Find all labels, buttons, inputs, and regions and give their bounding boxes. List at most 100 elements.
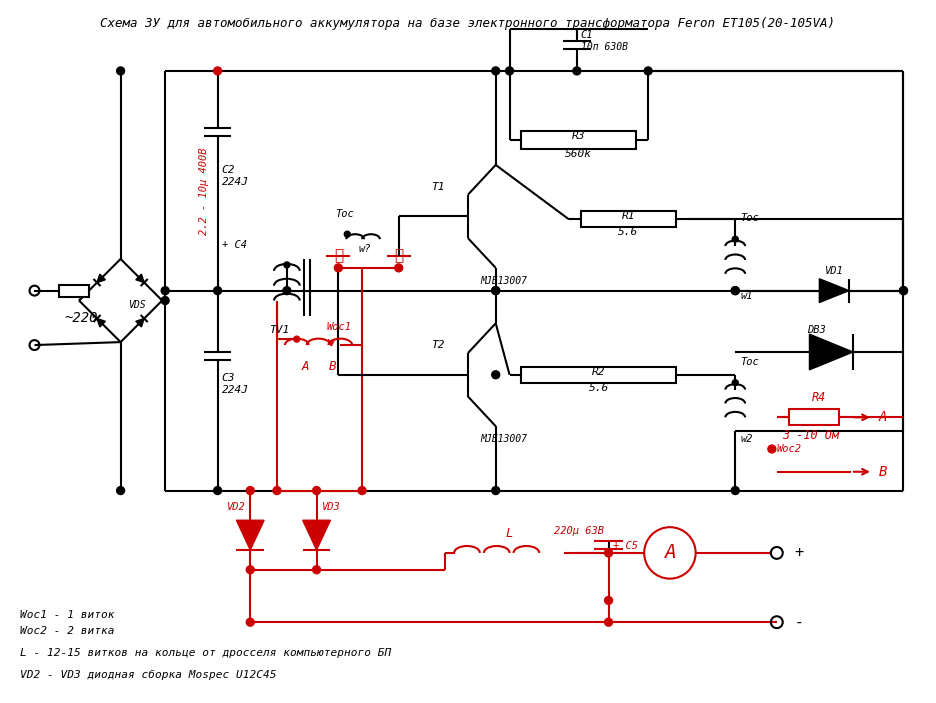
Text: Схема ЗУ для автомобильного аккумулятора на базе электронного трансформатора Fer: Схема ЗУ для автомобильного аккумулятора…: [100, 17, 836, 30]
Text: Woc1 - 1 виток: Woc1 - 1 виток: [20, 610, 114, 620]
Circle shape: [731, 287, 739, 295]
Circle shape: [213, 287, 222, 295]
Text: R2: R2: [592, 367, 606, 377]
Circle shape: [246, 486, 255, 494]
Text: VD1: VD1: [825, 266, 843, 276]
Bar: [59, 285, 89, 297]
Circle shape: [313, 486, 320, 494]
Circle shape: [732, 380, 739, 386]
Text: B: B: [329, 361, 336, 373]
Text: + C5: + C5: [613, 541, 638, 551]
Circle shape: [491, 67, 500, 75]
Text: 560k: 560k: [565, 149, 592, 159]
Circle shape: [732, 236, 739, 242]
Polygon shape: [136, 274, 144, 283]
Circle shape: [899, 287, 907, 295]
Circle shape: [246, 618, 255, 626]
Polygon shape: [97, 274, 106, 283]
Circle shape: [358, 486, 366, 494]
Text: 2.2 - 10µ 400В: 2.2 - 10µ 400В: [198, 148, 209, 236]
Circle shape: [395, 264, 402, 272]
Circle shape: [899, 287, 907, 295]
Circle shape: [161, 287, 169, 295]
Circle shape: [117, 486, 124, 494]
Circle shape: [491, 287, 500, 295]
Circle shape: [505, 67, 514, 75]
Text: R3: R3: [572, 131, 586, 141]
Text: A: A: [301, 361, 309, 373]
Circle shape: [731, 287, 739, 295]
Text: R4: R4: [812, 391, 826, 404]
Bar: [789, 409, 840, 425]
Circle shape: [344, 231, 350, 237]
Text: C3: C3: [222, 373, 235, 382]
Text: Toc: Toc: [335, 209, 354, 219]
Circle shape: [768, 445, 776, 453]
Text: A: A: [879, 411, 887, 425]
Text: ✕: ✕: [394, 248, 403, 264]
Circle shape: [117, 67, 124, 75]
Text: C1: C1: [581, 30, 593, 40]
Circle shape: [283, 287, 291, 295]
Text: 224J: 224J: [222, 176, 249, 187]
Text: Toc: Toc: [740, 357, 759, 367]
Circle shape: [213, 486, 222, 494]
Text: T2: T2: [431, 340, 445, 350]
Text: R1: R1: [622, 212, 636, 221]
Circle shape: [605, 618, 612, 626]
Polygon shape: [237, 520, 264, 550]
Polygon shape: [136, 318, 144, 327]
Bar: [521, 367, 676, 382]
Text: A: A: [664, 543, 676, 562]
Circle shape: [294, 336, 300, 342]
Text: 224J: 224J: [222, 385, 249, 394]
Text: +: +: [795, 546, 804, 560]
Text: Woc2: Woc2: [777, 444, 802, 454]
Bar: [521, 131, 636, 149]
Text: 3 -10 Ом: 3 -10 Ом: [782, 429, 839, 441]
Text: TV1: TV1: [269, 325, 289, 335]
Text: w2: w2: [740, 434, 753, 444]
Text: -: -: [795, 614, 804, 630]
Text: VDS: VDS: [128, 300, 146, 311]
Text: Woc1: Woc1: [327, 322, 351, 333]
Text: ~220: ~220: [65, 311, 97, 325]
Text: VD3: VD3: [322, 503, 341, 512]
Bar: [581, 212, 676, 227]
Text: ✕: ✕: [334, 248, 343, 264]
Circle shape: [731, 486, 739, 494]
Text: w?: w?: [358, 244, 371, 254]
Circle shape: [273, 486, 281, 494]
Text: C2: C2: [222, 165, 235, 175]
Circle shape: [284, 262, 290, 268]
Text: VD2: VD2: [227, 503, 245, 512]
Circle shape: [491, 486, 500, 494]
Polygon shape: [810, 334, 853, 370]
Circle shape: [491, 370, 500, 379]
Text: w1: w1: [740, 290, 753, 301]
Circle shape: [491, 287, 500, 295]
Text: Toc: Toc: [740, 214, 759, 224]
Text: 5.6: 5.6: [589, 382, 608, 393]
Circle shape: [605, 596, 612, 605]
Text: VD2 - VD3 диодная сборка Mospec U12C45: VD2 - VD3 диодная сборка Mospec U12C45: [20, 669, 276, 680]
Text: DB3: DB3: [808, 325, 826, 335]
Text: MJE13007: MJE13007: [480, 276, 527, 285]
Circle shape: [334, 264, 343, 272]
Text: B: B: [879, 465, 887, 479]
Circle shape: [644, 67, 652, 75]
Text: 220µ 63В: 220µ 63В: [553, 526, 604, 536]
Text: + C4: + C4: [222, 240, 246, 250]
Circle shape: [213, 67, 222, 75]
Circle shape: [605, 549, 612, 557]
Text: T1: T1: [431, 181, 445, 192]
Circle shape: [313, 566, 320, 574]
Polygon shape: [819, 279, 849, 302]
Circle shape: [246, 566, 255, 574]
Text: 5.6: 5.6: [618, 227, 638, 237]
Text: 10п 630В: 10п 630В: [581, 42, 628, 52]
Circle shape: [161, 297, 169, 304]
Polygon shape: [302, 520, 330, 550]
Text: MJE13007: MJE13007: [480, 434, 527, 444]
Polygon shape: [97, 318, 106, 327]
